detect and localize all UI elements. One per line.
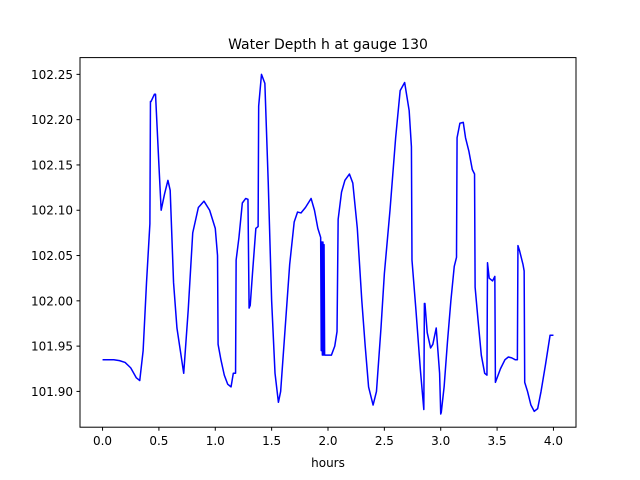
y-tick-label: 102.20: [31, 113, 73, 127]
x-tick-label: 1.0: [206, 434, 225, 448]
y-axis: 101.90 101.95 102.00 102.05 102.10 102.15 102.…: [31, 68, 80, 399]
y-tick-label: 102.05: [31, 249, 73, 263]
x-tick-label: 2.0: [318, 434, 337, 448]
series-line-0: [102, 73, 554, 415]
x-axis-label: hours: [311, 456, 345, 470]
x-tick-label: 0.0: [93, 434, 112, 448]
plot-area: [102, 73, 554, 415]
x-tick-label: 3.0: [431, 434, 450, 448]
x-tick-label: 2.5: [375, 434, 394, 448]
y-tick-label: 102.25: [31, 68, 73, 82]
y-tick-label: 101.95: [31, 340, 73, 354]
x-axis: 0.0 0.5 1.0 1.5 2.0 2.5 3.0 3.5 4.0: [93, 427, 563, 448]
y-tick-label: 102.00: [31, 294, 73, 308]
y-tick-label: 102.10: [31, 204, 73, 218]
x-tick-label: 4.0: [544, 434, 563, 448]
x-tick-label: 1.5: [262, 434, 281, 448]
x-tick-label: 3.5: [488, 434, 507, 448]
x-tick-label: 0.5: [149, 434, 168, 448]
y-tick-label: 102.15: [31, 158, 73, 172]
y-tick-label: 101.90: [31, 385, 73, 399]
chart-title: Water Depth h at gauge 130: [228, 37, 428, 53]
